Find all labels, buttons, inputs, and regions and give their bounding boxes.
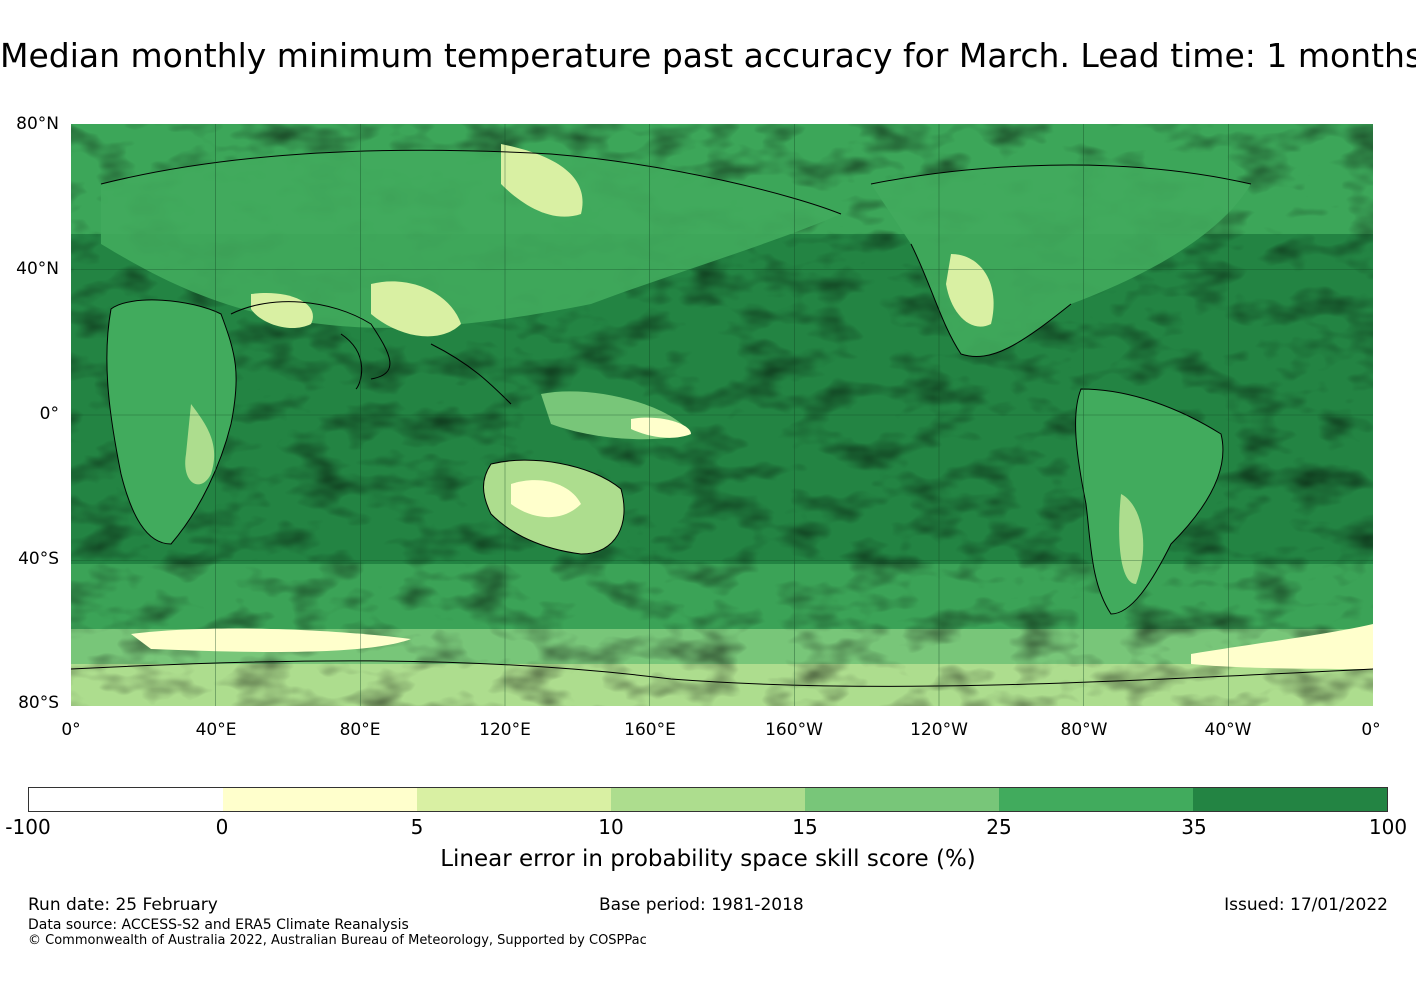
issued-date: Issued: 17/01/2022 [1224,895,1388,915]
skill-score-map [71,124,1373,706]
antarctica-coastline [71,660,1373,687]
colorbar-tick-35: 35 [1181,815,1207,839]
colorbar-tick-5: 5 [410,815,424,839]
lon-label-40e: 40°E [195,720,237,740]
colorbar-tick-minus100: -100 [5,815,51,839]
antarctic-patch-east [1191,624,1373,669]
colorbar-tick-10: 10 [598,815,624,839]
antarctic-patch-west [131,628,411,652]
australia-coastline [483,459,625,555]
colorbar [28,787,1388,812]
arabia-coastline [230,301,391,380]
colorbar-segment-4 [611,788,805,811]
lon-label-160e: 160°E [624,720,676,740]
lon-label-80e: 80°E [339,720,381,740]
base-period: Base period: 1981-2018 [599,895,804,915]
coastlines [71,149,1373,687]
lat-label-40n: 40°N [16,259,59,279]
western-us-region [946,254,994,327]
east-africa-region [185,404,215,485]
colorbar-tick-100: 100 [1368,815,1408,839]
lat-label-80s: 80°S [18,693,59,713]
south-asia-region [371,281,461,337]
data-source: Data source: ACCESS-S2 and ERA5 Climate … [28,917,409,933]
colorbar-segment-6 [999,788,1193,811]
lon-label-40w: 40°W [1204,720,1252,740]
copyright: © Commonwealth of Australia 2022, Austra… [28,933,647,948]
lon-label-80w: 80°W [1060,720,1108,740]
lon-label-120w: 120°W [910,720,968,740]
lat-label-0: 0° [39,404,59,424]
andes-region [1119,494,1144,584]
lon-label-160w: 160°W [765,720,823,740]
colorbar-segment-7 [1193,788,1387,811]
india-coastline [340,333,363,390]
north-america-coastline [870,164,1252,358]
colorbar-segment-3 [417,788,611,811]
chart-title: Median monthly minimum temperature past … [0,36,1416,75]
lon-label-0-right: 0° [1361,720,1381,740]
south-america-coastline [1075,388,1224,615]
colorbar-tick-25: 25 [986,815,1012,839]
eurasia-region [101,150,841,328]
australia-interior [511,480,581,518]
lat-label-40s: 40°S [18,549,59,569]
colorbar-segment-5 [805,788,999,811]
lon-label-120e: 120°E [479,720,531,740]
south-america-region [1075,389,1223,614]
colorbar-segment-2 [223,788,417,811]
colorbar-tick-0: 0 [215,815,229,839]
colorbar-segment-1 [29,788,223,811]
gridlines [71,124,1373,706]
siberia-region [501,144,583,217]
pacific-low-skill [631,417,691,438]
land-regions [101,144,1373,669]
southeast-asia-coastline [430,343,512,405]
colorbar-label: Linear error in probability space skill … [440,846,976,872]
eurasia-north-coastline [100,149,842,215]
lon-label-0: 0° [61,720,81,740]
africa-coastline [106,299,237,545]
africa-region [106,299,237,544]
run-date: Run date: 25 February [28,895,218,915]
colorbar-tick-15: 15 [792,815,818,839]
lat-label-80n: 80°N [16,114,59,134]
